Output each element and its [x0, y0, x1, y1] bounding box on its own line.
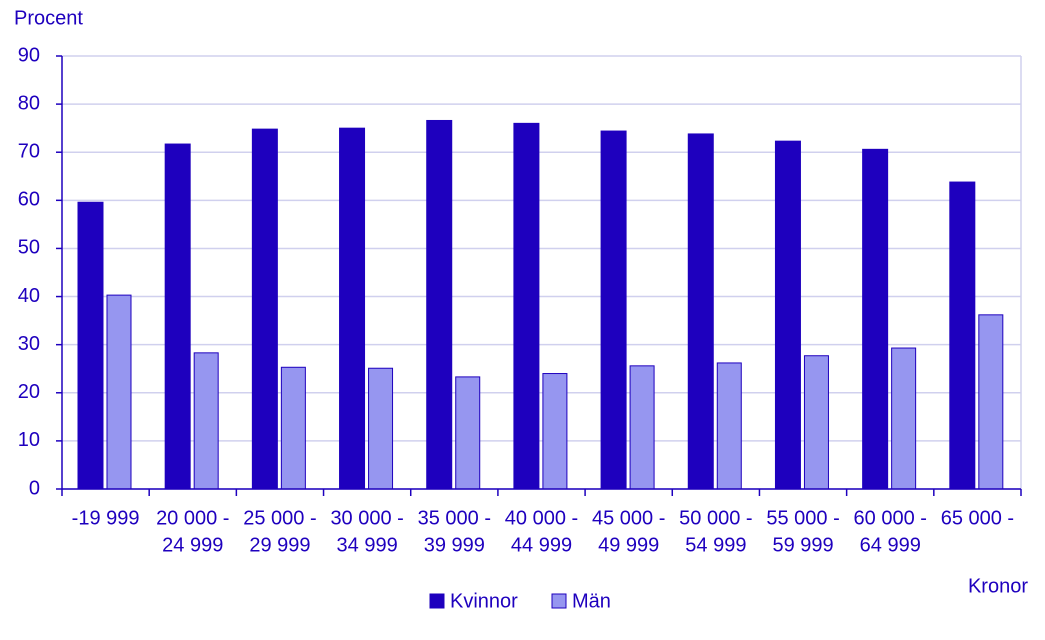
bar: [164, 143, 191, 490]
legend-swatch: [429, 593, 445, 609]
bar: [368, 367, 394, 490]
bar: [716, 362, 742, 490]
bar: [77, 201, 104, 490]
y-tick-label: 50: [18, 237, 40, 259]
x-tick-label: 25 000 -: [243, 507, 316, 529]
bar: [687, 133, 714, 490]
x-tick-label: 64 999: [860, 534, 921, 556]
x-tick-label: 54 999: [685, 534, 746, 556]
y-tick-label: 90: [18, 44, 40, 66]
x-tick-label: 39 999: [424, 534, 485, 556]
bar: [978, 314, 1004, 490]
bar: [106, 294, 132, 490]
x-axis-label: Kronor: [968, 575, 1028, 597]
x-tick-label: 60 000 -: [854, 507, 927, 529]
x-tick-label: 34 999: [337, 534, 398, 556]
bar: [426, 119, 453, 490]
x-tick-label: 45 000 -: [592, 507, 665, 529]
bar: [600, 130, 627, 490]
x-tick-label: 30 000 -: [330, 507, 403, 529]
y-tick-label: 70: [18, 141, 40, 163]
y-tick-label: 40: [18, 285, 40, 307]
x-tick-label: 20 000 -: [156, 507, 229, 529]
legend-label: Män: [572, 590, 611, 612]
y-tick-label: 10: [18, 429, 40, 451]
x-tick-label: 40 000 -: [505, 507, 578, 529]
y-tick-label: 60: [18, 189, 40, 211]
x-tick-label: 49 999: [598, 534, 659, 556]
y-tick-label: 30: [18, 333, 40, 355]
bar: [891, 347, 917, 490]
bar: [251, 128, 278, 490]
legend-label: Kvinnor: [450, 590, 518, 612]
x-tick-label: 44 999: [511, 534, 572, 556]
x-tick-label: 65 000 -: [941, 507, 1014, 529]
bar: [339, 127, 366, 490]
x-tick-label: -19 999: [72, 507, 140, 529]
bar: [513, 122, 540, 490]
bar: [629, 365, 655, 490]
x-tick-label: 24 999: [162, 534, 223, 556]
x-tick-label: 50 000 -: [679, 507, 752, 529]
bar: [542, 373, 568, 490]
bar: [862, 148, 889, 490]
bar: [803, 355, 829, 490]
bar: [193, 352, 219, 490]
legend-swatch: [551, 593, 567, 609]
y-tick-label: 0: [29, 477, 40, 499]
y-tick-label: 20: [18, 381, 40, 403]
y-tick-label: 80: [18, 92, 40, 114]
x-tick-label: 55 000 -: [766, 507, 839, 529]
bar: [774, 140, 801, 490]
bar: [949, 181, 976, 490]
x-tick-label: 59 999: [772, 534, 833, 556]
x-tick-label: 35 000 -: [418, 507, 491, 529]
x-tick-label: 29 999: [249, 534, 310, 556]
y-axis-label: Procent: [14, 7, 83, 29]
bar: [455, 376, 481, 490]
bar: [280, 366, 306, 490]
